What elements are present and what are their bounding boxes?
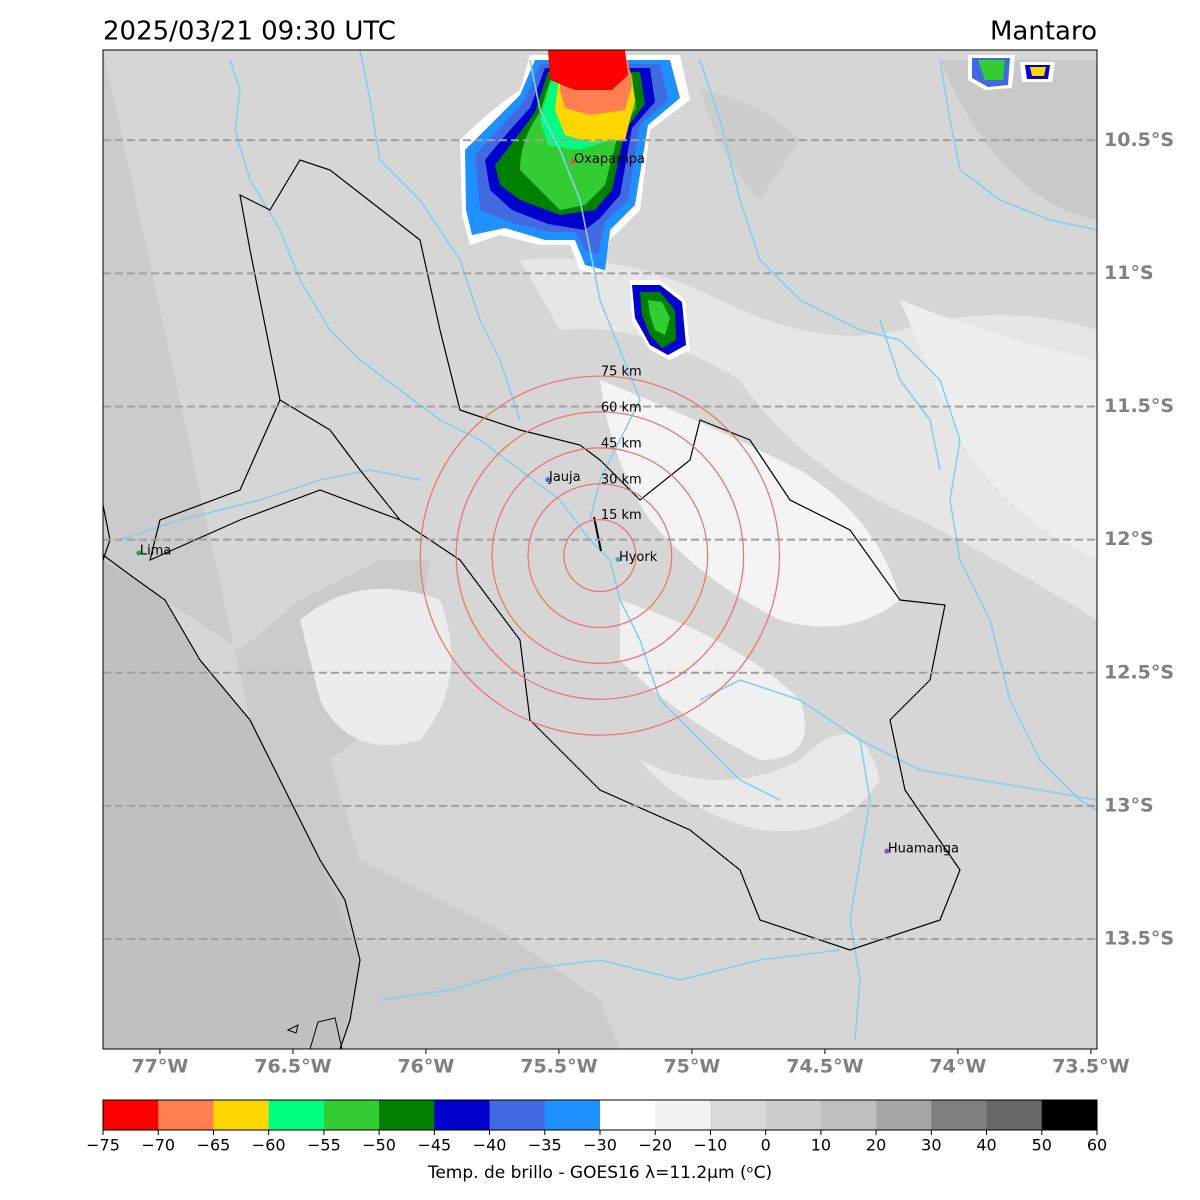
colorbar-segment bbox=[544, 1100, 601, 1130]
range-ring-label: 30 km bbox=[601, 472, 642, 487]
x-tick-label: 74°W bbox=[929, 1056, 986, 1078]
x-tick-label: 76°W bbox=[397, 1056, 454, 1078]
x-tick-label: 74.5°W bbox=[786, 1056, 863, 1078]
x-tick-label: 77°W bbox=[131, 1056, 188, 1078]
place-label: Jauja bbox=[548, 470, 581, 485]
satellite-image bbox=[103, 50, 1097, 1049]
place-marker bbox=[570, 159, 576, 165]
colorbar-tick-label: −75 bbox=[86, 1136, 120, 1155]
colorbar-segment bbox=[268, 1100, 325, 1130]
colorbar-tick-label: 40 bbox=[976, 1136, 996, 1155]
range-ring-label: 15 km bbox=[601, 508, 642, 523]
colorbar-tick-label: 50 bbox=[1032, 1136, 1052, 1155]
colorbar-tick-label: 30 bbox=[921, 1136, 941, 1155]
place-marker bbox=[615, 557, 621, 563]
colorbar-tick-label: 20 bbox=[866, 1136, 886, 1155]
colorbar-tick-label: 10 bbox=[811, 1136, 831, 1155]
colorbar-segment bbox=[876, 1100, 932, 1130]
range-ring bbox=[563, 519, 637, 593]
colorbar-segment bbox=[765, 1100, 822, 1130]
colorbar-segment bbox=[103, 1100, 159, 1130]
colorbar-segment bbox=[158, 1100, 214, 1130]
y-tick-label: 10.5°S bbox=[1104, 129, 1174, 151]
x-tick-label: 76.5°W bbox=[254, 1056, 331, 1078]
place-label: Hyork bbox=[619, 550, 658, 565]
colorbar-tick-label: −50 bbox=[362, 1136, 396, 1155]
place-label: Huamanga bbox=[888, 842, 959, 857]
colorbar-tick-label: −45 bbox=[417, 1136, 451, 1155]
colorbar-segment bbox=[931, 1100, 988, 1130]
x-tick-label: 75.5°W bbox=[520, 1056, 597, 1078]
colorbar-tick-label: −65 bbox=[197, 1136, 231, 1155]
colorbar-tick-label: −10 bbox=[694, 1136, 728, 1155]
colorbar-tick-label: −35 bbox=[528, 1136, 562, 1155]
colorbar-tick-label: 60 bbox=[1087, 1136, 1107, 1155]
place-marker bbox=[545, 477, 551, 483]
y-tick-label: 11°S bbox=[1104, 262, 1154, 284]
map-frame bbox=[102, 49, 1098, 1050]
colorbar-segment bbox=[1041, 1100, 1098, 1130]
colorbar-tick-label: 0 bbox=[761, 1136, 771, 1155]
place-marker bbox=[136, 550, 142, 556]
range-ring bbox=[491, 447, 709, 664]
y-tick-label: 13°S bbox=[1104, 794, 1154, 816]
region-name: Mantaro bbox=[990, 17, 1097, 47]
x-tick-label: 73.5°W bbox=[1052, 1056, 1129, 1078]
colorbar-segment bbox=[323, 1100, 380, 1130]
colorbar-segment bbox=[986, 1100, 1043, 1130]
colorbar-segment bbox=[710, 1100, 767, 1130]
colorbar-segment bbox=[434, 1100, 491, 1130]
colorbar-segment bbox=[213, 1100, 270, 1130]
colorbar-label: Temp. de brillo - GOES16 λ=11.2μm (ᵒC) bbox=[427, 1163, 772, 1183]
colorbar-tick-label: −55 bbox=[307, 1136, 341, 1155]
range-ring-label: 60 km bbox=[601, 400, 642, 415]
colorbar-segment bbox=[655, 1100, 711, 1130]
range-ring bbox=[527, 483, 673, 629]
colorbar-tick-label: −20 bbox=[638, 1136, 672, 1155]
y-tick-label: 12.5°S bbox=[1104, 661, 1174, 683]
y-tick-label: 13.5°S bbox=[1104, 928, 1174, 950]
place-marker bbox=[884, 848, 890, 854]
colorbar-tick-label: −70 bbox=[141, 1136, 175, 1155]
colorbar-segment bbox=[600, 1100, 656, 1130]
y-tick-label: 11.5°S bbox=[1104, 395, 1174, 417]
colorbar-tick-label: −60 bbox=[252, 1136, 286, 1155]
colorbar-segment bbox=[379, 1100, 435, 1130]
y-tick-label: 12°S bbox=[1104, 528, 1154, 550]
range-ring bbox=[419, 375, 781, 736]
colorbar-segment bbox=[820, 1100, 877, 1130]
colorbar-tick-label: −30 bbox=[583, 1136, 617, 1155]
range-ring-label: 45 km bbox=[601, 436, 642, 451]
range-ring bbox=[455, 411, 745, 700]
colorbar-tick-label: −40 bbox=[473, 1136, 507, 1155]
range-ring-label: 75 km bbox=[601, 365, 642, 380]
colorbar-segment bbox=[489, 1100, 546, 1130]
place-label: Lima bbox=[140, 543, 171, 558]
x-tick-label: 75°W bbox=[663, 1056, 720, 1078]
title: 2025/03/21 09:30 UTC bbox=[103, 17, 396, 47]
place-label: Oxapampa bbox=[574, 152, 645, 167]
